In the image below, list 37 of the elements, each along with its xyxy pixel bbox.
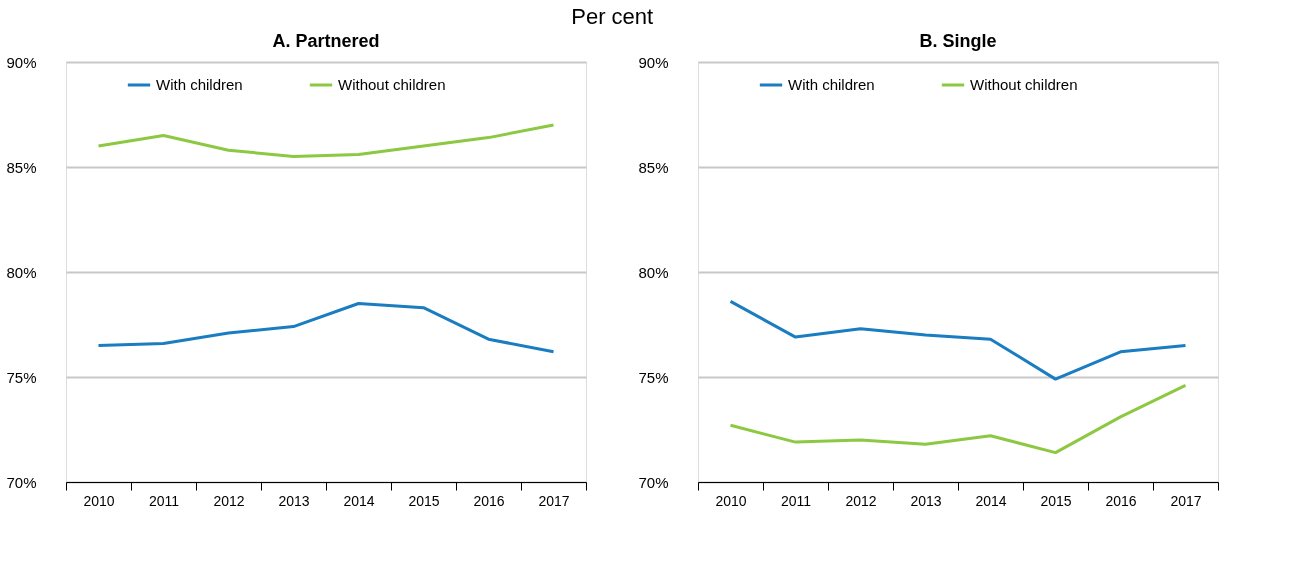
legend-label: With children: [788, 76, 875, 93]
y-tick-label: 85%: [6, 158, 37, 176]
text: Per cent: [571, 3, 654, 29]
x-tick-label: 2016: [1105, 492, 1137, 509]
y-tick-label: 80%: [638, 263, 669, 281]
chart-title: B. Single: [919, 31, 997, 51]
y-tick-label: 80%: [6, 263, 37, 281]
x-tick-label: 2017: [1170, 492, 1202, 509]
legend-label: Without children: [970, 76, 1078, 93]
y-tick-label: 85%: [638, 158, 669, 176]
x-tick-label: 2012: [213, 492, 245, 509]
y-tick-label: 75%: [6, 368, 37, 386]
x-tick-label: 2013: [278, 492, 310, 509]
x-tick-label: 2014: [975, 492, 1007, 509]
x-tick-label: 2011: [780, 492, 812, 509]
y-tick-label: 70%: [638, 473, 669, 491]
y-tick-label: 90%: [638, 53, 669, 71]
x-tick-label: 2011: [148, 492, 180, 509]
x-tick-label: 2015: [1040, 492, 1072, 509]
legend-label: With children: [156, 76, 243, 93]
x-tick-label: 2014: [343, 492, 375, 509]
y-tick-label: 90%: [6, 53, 37, 71]
x-tick-label: 2010: [715, 492, 747, 509]
x-tick-label: 2016: [473, 492, 505, 509]
x-tick-label: 2012: [845, 492, 877, 509]
y-tick-label: 75%: [638, 368, 669, 386]
chart-title: A. Partnered: [272, 31, 380, 51]
x-tick-label: 2017: [538, 492, 570, 509]
x-tick-label: 2010: [83, 492, 115, 509]
x-tick-label: 2013: [910, 492, 942, 509]
line-series: [97, 302, 555, 354]
legend-label: Without children: [338, 76, 446, 93]
line-series: [729, 383, 1187, 455]
y-tick-label: 70%: [6, 473, 37, 491]
x-tick-label: 2015: [408, 492, 440, 509]
line-series: [97, 123, 555, 158]
line-series: [729, 299, 1187, 381]
